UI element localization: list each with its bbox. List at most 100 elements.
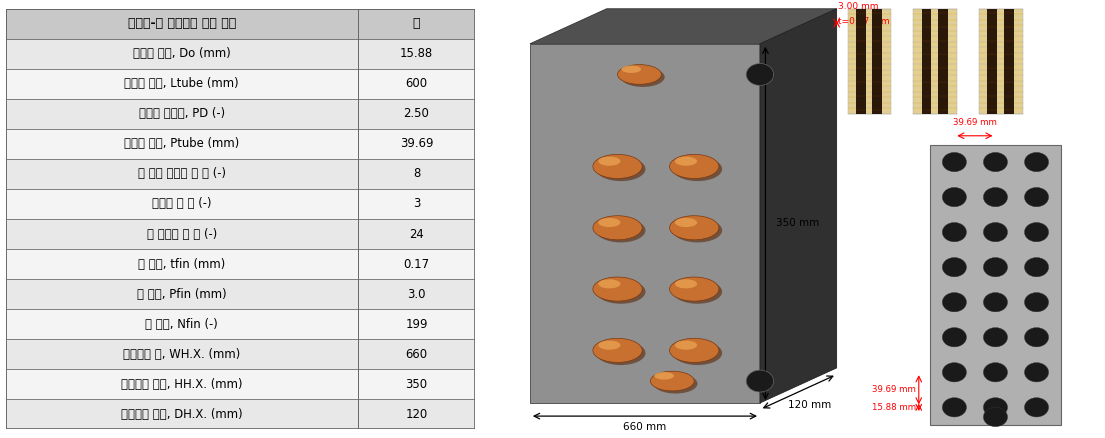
Text: 350: 350 xyxy=(406,378,428,391)
Text: 전열관 길이, Ltube (mm): 전열관 길이, Ltube (mm) xyxy=(125,78,239,90)
Text: 15.88 mm: 15.88 mm xyxy=(872,403,916,412)
Circle shape xyxy=(1024,398,1049,417)
Bar xyxy=(1003,9,1013,114)
Polygon shape xyxy=(530,9,836,44)
Polygon shape xyxy=(760,9,836,403)
Circle shape xyxy=(1024,152,1049,172)
Ellipse shape xyxy=(618,65,662,85)
Text: 총 전열관 본 수 (-): 총 전열관 본 수 (-) xyxy=(147,227,217,240)
Text: 전열관 간격, Ptube (mm): 전열관 간격, Ptube (mm) xyxy=(124,138,240,150)
Circle shape xyxy=(1024,187,1049,207)
Text: 660 mm: 660 mm xyxy=(623,422,666,432)
Ellipse shape xyxy=(675,279,697,288)
Bar xyxy=(6,219,475,249)
Ellipse shape xyxy=(593,338,642,363)
Text: 값: 값 xyxy=(412,17,420,30)
Circle shape xyxy=(943,293,967,312)
Bar xyxy=(6,399,475,429)
Circle shape xyxy=(1024,223,1049,242)
Circle shape xyxy=(1024,258,1049,277)
Circle shape xyxy=(943,258,967,277)
Bar xyxy=(6,249,475,279)
Bar xyxy=(6,9,475,39)
Text: 8: 8 xyxy=(413,167,420,180)
Ellipse shape xyxy=(597,157,645,181)
Text: 350 mm: 350 mm xyxy=(777,219,820,228)
Circle shape xyxy=(983,258,1008,277)
Text: 24: 24 xyxy=(409,227,424,240)
Circle shape xyxy=(1024,363,1049,382)
Ellipse shape xyxy=(654,372,674,380)
Text: 199: 199 xyxy=(406,318,428,331)
Circle shape xyxy=(746,64,773,85)
Ellipse shape xyxy=(593,155,642,179)
Ellipse shape xyxy=(673,219,723,243)
Polygon shape xyxy=(530,44,760,403)
Text: 660: 660 xyxy=(406,348,428,360)
Bar xyxy=(848,9,892,114)
Bar xyxy=(929,145,1061,425)
Ellipse shape xyxy=(670,338,719,363)
Circle shape xyxy=(983,363,1008,382)
Text: 핀 간격, Pfin (mm): 핀 간격, Pfin (mm) xyxy=(137,288,227,300)
Circle shape xyxy=(1024,328,1049,347)
Ellipse shape xyxy=(746,376,773,387)
Circle shape xyxy=(983,328,1008,347)
Ellipse shape xyxy=(593,277,642,301)
Ellipse shape xyxy=(673,280,723,304)
Bar xyxy=(855,9,865,114)
Text: t=0.17 mm: t=0.17 mm xyxy=(838,17,890,25)
Bar xyxy=(6,39,475,69)
Circle shape xyxy=(1024,293,1049,312)
Bar xyxy=(979,9,1023,114)
Text: 전열관 외경, Do (mm): 전열관 외경, Do (mm) xyxy=(133,47,231,60)
Ellipse shape xyxy=(598,279,620,288)
Text: 원형관-핀 열교환기 설계 변수: 원형관-핀 열교환기 설계 변수 xyxy=(127,17,235,30)
Text: 0.17: 0.17 xyxy=(403,258,430,271)
Circle shape xyxy=(983,187,1008,207)
Ellipse shape xyxy=(598,341,620,350)
Ellipse shape xyxy=(673,157,723,181)
Ellipse shape xyxy=(675,157,697,166)
Circle shape xyxy=(943,223,967,242)
Text: 열교환기 깊이, DH.X. (mm): 열교환기 깊이, DH.X. (mm) xyxy=(120,408,242,421)
Bar xyxy=(979,9,1023,114)
Text: 열교환기 폭, WH.X. (mm): 열교환기 폭, WH.X. (mm) xyxy=(123,348,240,360)
Bar xyxy=(6,159,475,189)
Bar xyxy=(6,99,475,129)
Circle shape xyxy=(943,328,967,347)
Bar xyxy=(6,279,475,309)
Ellipse shape xyxy=(673,341,723,365)
Bar xyxy=(922,9,932,114)
Ellipse shape xyxy=(670,155,719,179)
Text: 3: 3 xyxy=(413,198,420,211)
Ellipse shape xyxy=(598,218,620,227)
Ellipse shape xyxy=(621,67,664,87)
Ellipse shape xyxy=(675,341,697,350)
Text: 120 mm: 120 mm xyxy=(788,400,831,410)
Circle shape xyxy=(943,187,967,207)
Circle shape xyxy=(983,293,1008,312)
Text: 3.00 mm: 3.00 mm xyxy=(838,2,878,11)
Text: 2.50: 2.50 xyxy=(403,107,430,120)
Bar xyxy=(914,9,957,114)
Circle shape xyxy=(943,152,967,172)
Text: 39.69 mm: 39.69 mm xyxy=(953,118,997,127)
Bar xyxy=(914,9,957,114)
Bar xyxy=(6,189,475,219)
Ellipse shape xyxy=(597,280,645,304)
Ellipse shape xyxy=(597,219,645,243)
Bar xyxy=(6,129,475,159)
Circle shape xyxy=(983,223,1008,242)
Circle shape xyxy=(943,398,967,417)
Bar xyxy=(6,69,475,99)
Ellipse shape xyxy=(597,341,645,365)
Ellipse shape xyxy=(621,65,641,73)
Bar xyxy=(6,339,475,369)
Ellipse shape xyxy=(654,374,697,394)
Ellipse shape xyxy=(675,218,697,227)
Ellipse shape xyxy=(598,157,620,166)
Ellipse shape xyxy=(670,216,719,240)
Bar xyxy=(6,309,475,339)
Circle shape xyxy=(983,398,1008,417)
